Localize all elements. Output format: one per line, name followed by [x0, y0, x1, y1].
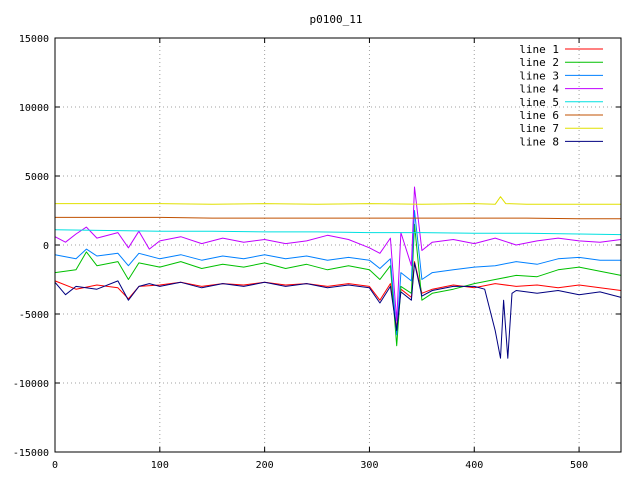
- series-line-8: [54, 262, 622, 359]
- x-tick-label: 100: [151, 460, 169, 471]
- x-tick-label: 200: [256, 460, 274, 471]
- y-tick-label: 0: [43, 241, 49, 252]
- legend-label-5: line 5: [519, 96, 559, 109]
- legend-label-7: line 7: [519, 122, 559, 135]
- x-tick-label: 400: [465, 460, 483, 471]
- y-tick-label: 10000: [19, 103, 49, 114]
- chart-title: p0100_11: [310, 13, 363, 26]
- y-tick-label: -5000: [19, 310, 49, 321]
- legend-label-4: line 4: [519, 83, 559, 96]
- legend-label-2: line 2: [519, 56, 559, 69]
- x-tick-label: 0: [52, 460, 58, 471]
- series-line-6: [55, 216, 621, 220]
- legend-label-1: line 1: [519, 43, 559, 56]
- series-line-5: [54, 229, 622, 236]
- y-tick-label: -15000: [13, 448, 49, 459]
- legend-label-6: line 6: [519, 109, 559, 122]
- x-tick-label: 500: [570, 460, 588, 471]
- legend-label-3: line 3: [519, 69, 559, 82]
- axis-ticks: 0 100 200 300 400 500 -15000 -10000 -5000 0 5000 10…: [13, 34, 621, 471]
- series-line-1: [54, 261, 622, 329]
- x-tick-label: 300: [360, 460, 378, 471]
- series-line-7: [55, 196, 621, 205]
- y-tick-label: -10000: [13, 379, 49, 390]
- series-line-4: [54, 186, 622, 322]
- series-group: [54, 186, 622, 359]
- y-tick-label: 5000: [25, 172, 49, 183]
- legend-label-8: line 8: [519, 135, 559, 148]
- grid-lines: [55, 38, 621, 452]
- series-line-3: [54, 210, 621, 336]
- series-line-2: [54, 223, 622, 347]
- y-tick-label: 15000: [19, 34, 49, 45]
